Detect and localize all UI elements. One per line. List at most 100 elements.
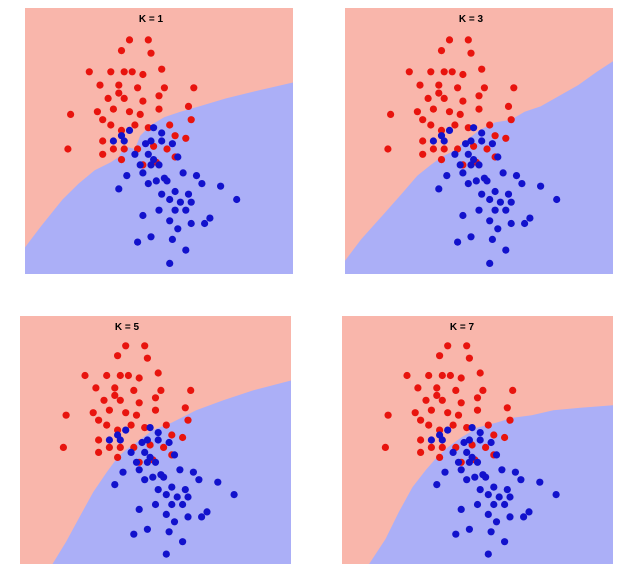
red-point: [457, 399, 465, 407]
red-point: [479, 386, 487, 394]
red-point: [125, 108, 134, 116]
blue-point: [165, 528, 173, 536]
red-point: [507, 116, 515, 124]
red-point: [446, 371, 454, 380]
red-point: [67, 110, 75, 118]
red-point: [114, 352, 122, 360]
red-point: [435, 89, 443, 97]
blue-point: [130, 530, 138, 538]
red-point: [143, 354, 151, 362]
red-point: [151, 406, 160, 414]
blue-point: [139, 211, 147, 220]
blue-point: [494, 153, 502, 161]
blue-point: [498, 466, 506, 474]
blue-point: [462, 140, 470, 148]
blue-point: [459, 211, 467, 220]
blue-point: [484, 550, 492, 558]
blue-point: [123, 172, 131, 180]
red-point: [457, 374, 465, 382]
blue-point: [483, 177, 491, 185]
red-point: [459, 70, 467, 79]
red-point: [417, 416, 425, 424]
blue-point: [176, 198, 184, 206]
red-point: [483, 145, 491, 153]
blue-point: [553, 195, 561, 204]
blue-point: [168, 235, 176, 243]
red-point: [128, 68, 136, 76]
red-point: [478, 65, 486, 73]
red-point: [405, 68, 413, 76]
red-point: [100, 396, 108, 404]
red-point: [419, 137, 427, 145]
red-point: [96, 81, 104, 89]
blue-point: [435, 185, 443, 193]
red-point: [181, 404, 189, 412]
blue-point: [511, 468, 519, 476]
blue-point: [495, 493, 503, 501]
red-point: [437, 47, 446, 55]
red-point: [117, 156, 126, 164]
red-point: [107, 68, 115, 76]
blue-point: [504, 190, 513, 198]
red-point: [166, 121, 174, 129]
red-point: [125, 36, 134, 44]
red-point: [131, 121, 139, 129]
blue-point: [163, 177, 171, 185]
red-point: [436, 352, 444, 360]
blue-point: [111, 481, 119, 489]
red-point: [473, 394, 482, 402]
blue-point: [454, 458, 463, 466]
red-point: [115, 81, 123, 89]
red-point: [105, 443, 113, 451]
red-point: [62, 411, 70, 419]
blue-point: [429, 137, 437, 145]
blue-point: [144, 180, 152, 188]
blue-point: [154, 486, 162, 494]
blue-point: [464, 180, 472, 188]
blue-point: [507, 198, 515, 206]
blue-point: [512, 172, 521, 180]
blue-point: [152, 177, 160, 185]
blue-point: [135, 466, 143, 474]
red-point: [435, 81, 443, 89]
red-point: [502, 134, 510, 142]
red-point: [503, 404, 511, 412]
red-point: [104, 94, 112, 102]
blue-point: [440, 137, 448, 145]
red-point: [59, 443, 67, 451]
red-point: [115, 89, 123, 97]
red-point: [427, 121, 435, 129]
red-point: [134, 145, 142, 153]
red-point: [93, 108, 101, 116]
blue-point: [125, 126, 134, 134]
red-point: [381, 443, 389, 451]
blue-point: [459, 169, 467, 177]
blue-point: [463, 476, 471, 484]
blue-point: [155, 161, 163, 169]
blue-point: [171, 187, 179, 196]
blue-point: [438, 436, 446, 444]
blue-point: [187, 219, 195, 228]
blue-point: [131, 150, 139, 158]
blue-point: [454, 238, 462, 246]
knn-panel-k1: K = 1: [25, 8, 293, 274]
red-point: [160, 84, 168, 92]
blue-point: [182, 206, 190, 214]
red-point: [160, 443, 168, 451]
blue-point: [189, 468, 197, 476]
red-point: [414, 384, 422, 392]
red-point: [111, 384, 119, 392]
blue-point: [155, 206, 163, 214]
red-point: [135, 399, 143, 407]
blue-point: [182, 246, 190, 254]
red-point: [437, 126, 446, 134]
red-point: [179, 433, 187, 442]
red-point: [134, 84, 142, 92]
blue-point: [170, 451, 179, 459]
red-point: [136, 110, 144, 118]
knn-panel-k7: K = 7: [342, 316, 613, 564]
blue-point: [490, 500, 498, 509]
red-point: [163, 145, 171, 153]
red-point: [187, 386, 195, 394]
blue-point: [452, 530, 460, 538]
